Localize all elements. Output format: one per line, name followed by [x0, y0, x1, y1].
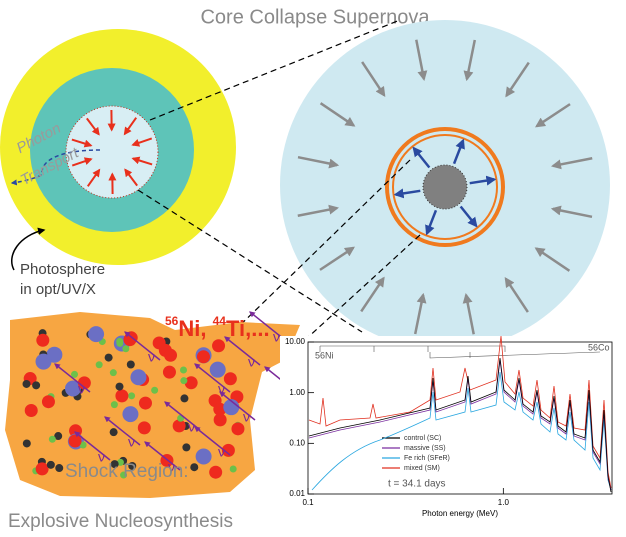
- nucleus: [190, 463, 198, 471]
- nucleus: [138, 421, 151, 434]
- neutrino-label: ν: [128, 434, 135, 450]
- nucleus: [36, 462, 49, 475]
- nucleus: [88, 326, 104, 342]
- nucleus: [47, 461, 55, 469]
- isotope: Ni,: [178, 316, 212, 341]
- isotope: Ti,...: [226, 316, 270, 341]
- nucleus: [36, 354, 52, 370]
- nucleus: [230, 466, 237, 473]
- label: Photosphere: [20, 261, 105, 278]
- nucleus: [151, 387, 158, 394]
- neutrino-label: ν: [243, 409, 250, 425]
- nucleus: [214, 413, 227, 426]
- nucleus: [23, 380, 31, 388]
- neutrino-label: ν: [218, 444, 225, 460]
- neutrino-label: ν: [248, 354, 255, 370]
- nucleus: [212, 339, 225, 352]
- legend-label: massive (SS): [404, 445, 446, 452]
- x-tick-label: 1.0: [498, 498, 510, 507]
- nucleus: [180, 377, 187, 384]
- label: Shock Region:: [65, 461, 189, 482]
- nucleus: [153, 336, 166, 349]
- label: Explosive Nucleosynthesis: [8, 511, 233, 532]
- core: [423, 165, 467, 209]
- neutrino-label: ν: [188, 419, 195, 435]
- nucleus: [116, 338, 123, 345]
- line-label: 56Co: [588, 342, 610, 352]
- nucleus: [110, 369, 117, 376]
- nucleus: [127, 360, 135, 368]
- y-tick-label: 0.01: [289, 489, 305, 498]
- nucleus: [25, 404, 38, 417]
- nucleus: [32, 381, 40, 389]
- nucleus: [224, 372, 237, 385]
- nucleus: [164, 349, 177, 362]
- nucleus: [180, 367, 187, 374]
- nucleus: [122, 345, 129, 352]
- nucleus: [49, 436, 56, 443]
- nucleus: [42, 395, 55, 408]
- nucleus: [36, 334, 49, 347]
- nucleus: [23, 439, 31, 447]
- legend-label: control (SC): [404, 435, 441, 442]
- superscript: 44: [213, 314, 227, 328]
- nucleus: [116, 383, 124, 391]
- nucleus: [196, 448, 212, 464]
- nucleus: [209, 466, 222, 479]
- nucleus: [139, 397, 152, 410]
- neutrino-label: ν: [148, 349, 155, 365]
- nucleus: [96, 361, 103, 368]
- neutrino-label: ν: [78, 381, 85, 397]
- nucleus: [105, 354, 113, 362]
- legend-label: mixed (SM): [404, 465, 440, 472]
- line-label: 56Ni: [315, 350, 334, 360]
- y-tick-label: 1.00: [289, 388, 305, 397]
- nucleus: [163, 366, 176, 379]
- nucleus: [111, 401, 118, 408]
- legend-label: Fe rich (SFeR): [404, 455, 450, 462]
- nucleus: [130, 369, 146, 385]
- diagram: Core Collapse Supernova Photon Transport…: [0, 0, 626, 537]
- nucleus: [180, 394, 188, 402]
- x-tick-label: 0.1: [302, 498, 314, 507]
- label: in opt/UV/X: [20, 281, 96, 298]
- title: Core Collapse Supernova: [200, 6, 430, 28]
- annotation: t = 34.1 days: [388, 479, 446, 490]
- nucleus: [55, 464, 63, 472]
- nucleus: [128, 392, 135, 399]
- y-tick-label: 0.10: [289, 438, 305, 447]
- nucleus: [197, 350, 210, 363]
- nucleus: [182, 443, 190, 451]
- neutrino-label: ν: [273, 329, 280, 345]
- superscript: 56: [165, 314, 179, 328]
- nucleus: [110, 428, 118, 436]
- y-tick-label: 10.00: [285, 337, 306, 346]
- nucleus: [122, 406, 138, 422]
- x-axis-label: Photon energy (MeV): [422, 509, 498, 518]
- nucleus: [210, 362, 226, 378]
- nucleus: [115, 389, 128, 402]
